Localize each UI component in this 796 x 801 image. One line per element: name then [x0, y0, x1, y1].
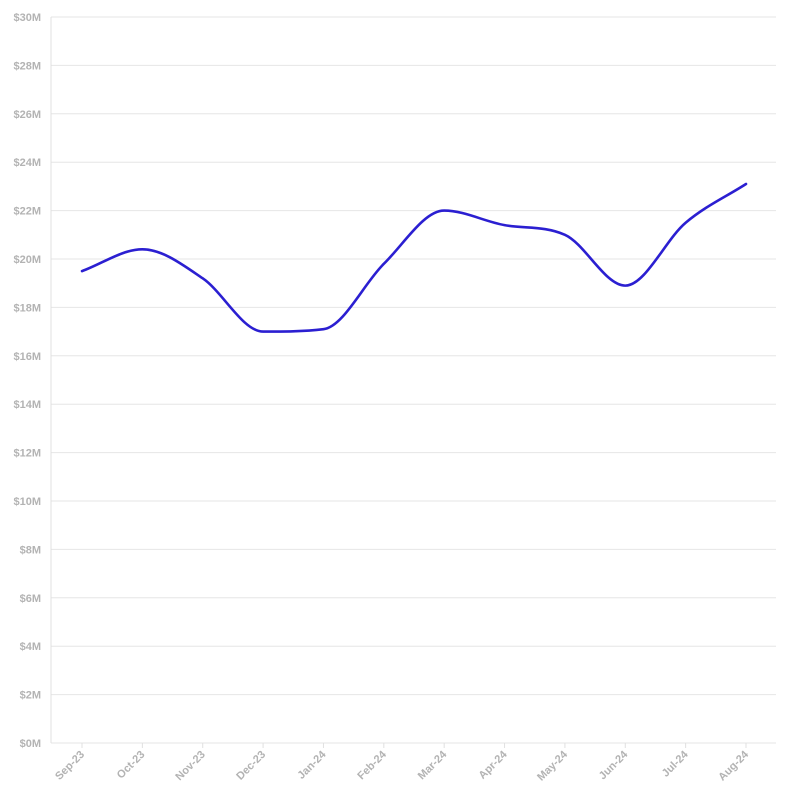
y-tick-label: $18M: [13, 302, 41, 314]
data-point: [78, 267, 86, 275]
y-tick-label: $2M: [20, 690, 41, 702]
y-tick-label: $8M: [20, 544, 41, 556]
data-point: [561, 231, 569, 239]
x-tick-label: Nov-23: [173, 749, 207, 783]
data-point: [319, 325, 327, 333]
y-axis-ticks: $0M $2M $4M $6M $8M $10M $12M $14M $16M $18M $20M $…: [13, 12, 41, 750]
x-tick-label: Dec-23: [234, 749, 268, 783]
y-tick-label: $16M: [13, 351, 41, 363]
x-tick-label: Jul-24: [660, 748, 692, 780]
data-point: [138, 245, 146, 253]
x-axis-ticks: Sep-23 Oct-23 Nov-23 Dec-23 Jan-24 Feb-24 Mar-…: [53, 743, 752, 783]
y-tick-label: $22M: [13, 206, 41, 218]
y-tick-label: $26M: [13, 109, 41, 121]
y-tick-label: $6M: [20, 593, 41, 605]
x-tick-label: Feb-24: [355, 748, 389, 782]
y-tick-label: $20M: [13, 254, 41, 266]
x-tick-label: Jun-24: [597, 748, 631, 782]
x-tick-label: May-24: [535, 748, 570, 783]
x-tick-label: Aug-24: [716, 748, 751, 783]
data-point: [199, 274, 207, 282]
y-tick-label: $30M: [13, 12, 41, 24]
data-point: [440, 207, 448, 215]
data-point: [621, 282, 629, 290]
data-point: [501, 221, 509, 229]
y-tick-label: $24M: [13, 157, 41, 169]
x-tick-label: Oct-23: [115, 749, 148, 782]
series-line-0: [80, 182, 748, 333]
x-tick-label: Jan-24: [295, 748, 329, 782]
y-tick-label: $0M: [20, 738, 41, 750]
y-tick-label: $4M: [20, 641, 41, 653]
y-tick-label: $12M: [13, 448, 41, 460]
y-tick-label: $28M: [13, 60, 41, 72]
data-point: [742, 180, 750, 188]
x-tick-label: Mar-24: [416, 748, 450, 782]
data-point: [259, 328, 267, 336]
x-tick-label: Sep-23: [53, 749, 87, 783]
data-point: [682, 219, 690, 227]
grid-lines: [51, 16, 776, 744]
y-tick-label: $14M: [13, 399, 41, 411]
x-tick-label: Apr-24: [477, 748, 511, 782]
y-tick-label: $10M: [13, 496, 41, 508]
series-points-0: [78, 180, 750, 336]
data-point: [380, 260, 388, 268]
